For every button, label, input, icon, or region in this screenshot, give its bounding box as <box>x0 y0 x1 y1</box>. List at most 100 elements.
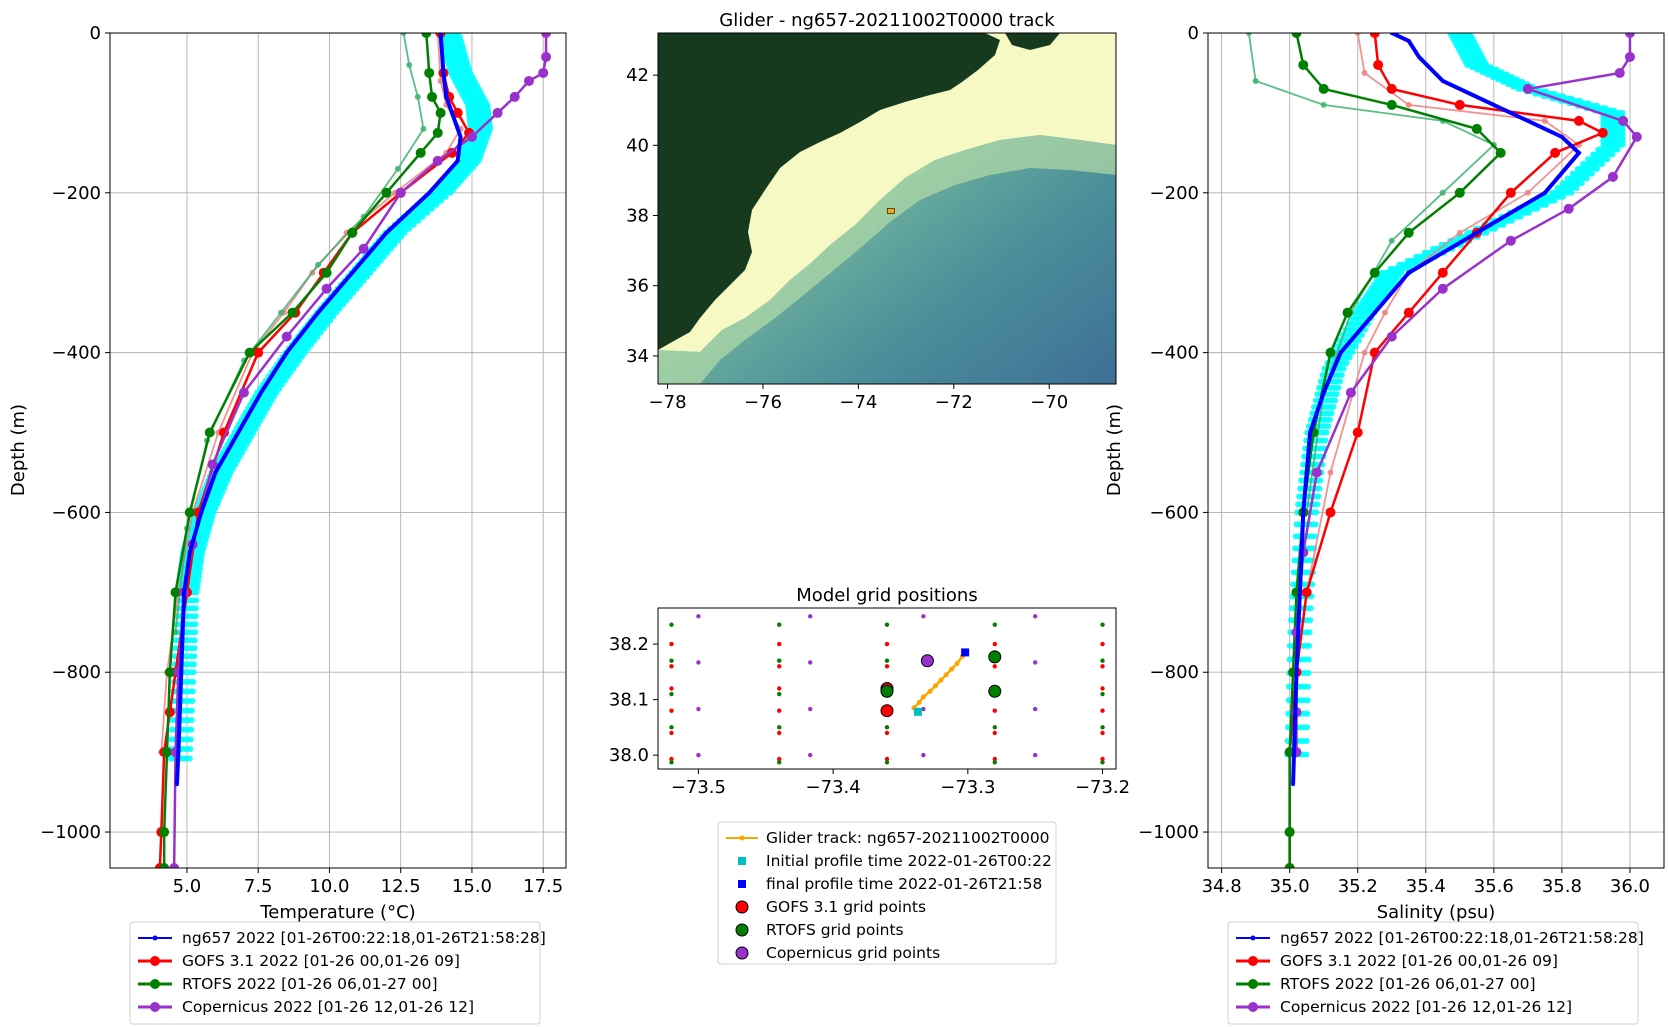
profile-dot <box>1508 217 1515 224</box>
profile-dot <box>424 209 431 216</box>
gofs-grid-point <box>1100 708 1105 713</box>
gofs-grid-point <box>1100 686 1105 691</box>
final-profile-marker <box>961 648 970 657</box>
profile-dot <box>428 205 435 212</box>
glider-track-point <box>932 683 938 689</box>
legend-swatch-marker <box>738 880 746 888</box>
series-point <box>213 470 218 475</box>
series-point <box>1454 99 1465 110</box>
series-point <box>455 158 460 163</box>
series-point <box>1505 235 1516 246</box>
temperature-legend: ng657 2022 [01-26T00:22:18,01-26T21:58:2… <box>129 921 546 1025</box>
rtofs-grid-point <box>1100 622 1105 627</box>
glider-track-point <box>954 661 960 667</box>
series-point <box>1325 507 1336 518</box>
series-point <box>179 670 184 675</box>
legend-swatch-marker <box>1248 1002 1258 1012</box>
series-point <box>1284 863 1295 868</box>
profile-dot <box>1594 165 1601 172</box>
x-tick-label: 35.2 <box>1338 876 1378 897</box>
series-point <box>1327 469 1334 476</box>
profile-dot <box>1307 605 1314 612</box>
salinity-axes-frame <box>1207 32 1665 869</box>
grid-points <box>669 614 1105 765</box>
temperature-axes-frame <box>109 32 567 869</box>
series-point <box>204 427 215 438</box>
copernicus-grid-point <box>696 752 701 758</box>
series-point <box>199 510 204 515</box>
profile-dot <box>190 661 197 668</box>
profile-dot <box>1568 189 1575 196</box>
gofs-grid-point <box>992 756 997 762</box>
map-y-tick-label: 40 <box>626 135 649 156</box>
profile-dot <box>1599 161 1606 168</box>
profile-dot <box>367 269 374 276</box>
rtofs-grid-point <box>884 725 890 730</box>
map-x-tick-label: −72 <box>935 392 973 413</box>
series-point <box>400 33 407 36</box>
series-point <box>1454 187 1465 198</box>
series-point <box>321 267 332 278</box>
rtofs-grid-point <box>992 760 997 765</box>
profile-dot <box>191 645 198 652</box>
series-point <box>1352 427 1363 438</box>
series-point <box>1439 189 1446 196</box>
profile-dot <box>191 637 198 644</box>
salinity-ylabel: Depth (m) <box>1104 404 1125 496</box>
series-point <box>384 230 389 235</box>
gofs-grid-point <box>884 664 890 669</box>
rtofs-grid-point <box>1100 658 1105 663</box>
grid-legend-label: final profile time 2022-01-26T21:58 <box>766 875 1042 893</box>
series-point <box>432 127 443 138</box>
series-point <box>1406 38 1411 43</box>
map-title: Glider - ng657-20211002T0000 track <box>719 10 1055 31</box>
series-point <box>347 227 358 238</box>
profile-dot <box>398 233 405 240</box>
salinity-legend: ng657 2022 [01-26T00:22:18,01-26T21:58:2… <box>1227 921 1644 1025</box>
profile-dot <box>1534 205 1541 212</box>
series-scatter-band <box>1284 33 1626 758</box>
gofs-grid-point <box>992 730 997 736</box>
series-point <box>1508 110 1513 115</box>
profile-dot <box>1312 521 1319 528</box>
series-point <box>1388 237 1395 244</box>
map-y-tick-label: 38 <box>626 206 649 227</box>
profile-dot <box>415 217 422 224</box>
salinity-profile-panel: 34.8 35.0 35.2 35.4 35.6 35.8 36.0 0 −200 −400 −60… <box>1104 23 1665 1025</box>
legend-label: Copernicus 2022 [01-26 12,01-26 12] <box>1280 998 1572 1016</box>
profile-dot <box>190 678 197 685</box>
series-point <box>1437 283 1448 294</box>
series-point <box>1403 307 1414 318</box>
series-point <box>538 67 549 78</box>
rtofs-grid-point <box>669 760 674 765</box>
x-tick-label: 5.0 <box>173 876 202 897</box>
series-point <box>1406 270 1411 275</box>
profile-dot <box>1340 365 1347 372</box>
glider-track-point <box>920 694 926 700</box>
series-point <box>444 94 449 99</box>
copernicus-grid-point <box>1032 614 1038 619</box>
profile-dot <box>1304 697 1311 704</box>
profile-dot <box>1317 477 1324 484</box>
profile-dot <box>391 241 398 248</box>
profile-dot <box>1609 151 1616 158</box>
x-tick-label: 17.5 <box>523 876 563 897</box>
map-x-tick-label: −76 <box>744 392 782 413</box>
profile-dot <box>193 589 200 596</box>
series-point <box>1597 127 1608 138</box>
series-profile <box>1284 33 1608 868</box>
gofs-grid-point <box>777 730 782 736</box>
gofs-grid-point <box>669 708 674 713</box>
series-point <box>415 147 426 158</box>
series-point <box>1284 827 1295 838</box>
series-point <box>1624 33 1635 38</box>
profile-dot <box>1491 225 1498 232</box>
series-point <box>159 863 170 868</box>
y-tick-label: −400 <box>1150 343 1199 364</box>
profile-dot <box>1303 737 1310 744</box>
profile-dot <box>1525 209 1532 216</box>
grid-legend-label: RTOFS grid points <box>766 921 904 939</box>
series-point <box>1301 587 1312 598</box>
profile-dot <box>1304 724 1311 731</box>
series-line <box>174 33 463 785</box>
